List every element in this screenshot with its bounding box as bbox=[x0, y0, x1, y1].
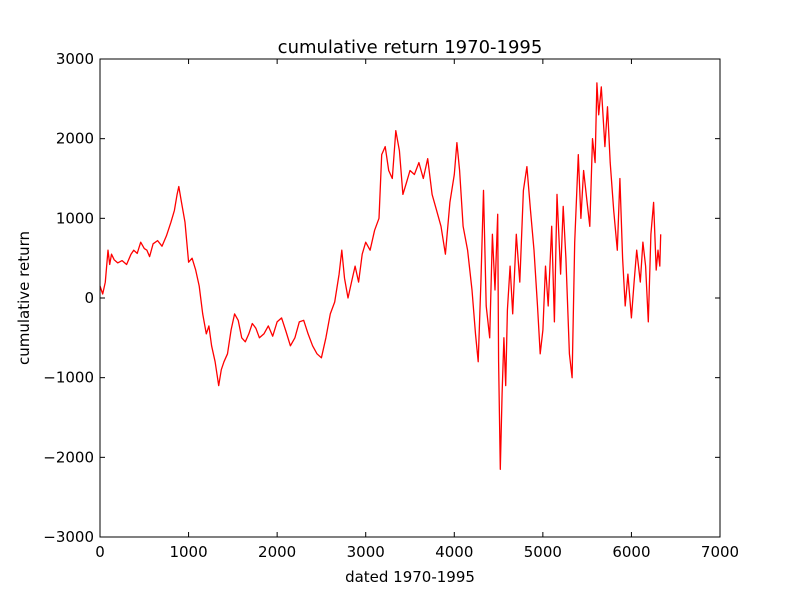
x-tick-label: 3000 bbox=[347, 543, 385, 561]
x-tick-label: 0 bbox=[95, 543, 105, 561]
chart-title: cumulative return 1970-1995 bbox=[278, 37, 543, 58]
y-tick-label: −3000 bbox=[43, 528, 94, 546]
x-tick-label: 1000 bbox=[169, 543, 207, 561]
x-axis-label: dated 1970-1995 bbox=[345, 568, 475, 586]
y-axis: −3000 −2000 −1000 0 1000 2000 3000 bbox=[43, 50, 720, 546]
y-tick-label: 0 bbox=[84, 289, 94, 307]
x-axis: 0 1000 2000 3000 4000 5000 6000 7000 bbox=[95, 59, 739, 561]
x-tick-label: 7000 bbox=[701, 543, 739, 561]
y-tick-label: −1000 bbox=[43, 369, 94, 387]
x-tick-label: 2000 bbox=[258, 543, 296, 561]
y-tick-label: −2000 bbox=[43, 448, 94, 466]
y-tick-label: 1000 bbox=[56, 209, 94, 227]
y-tick-label: 2000 bbox=[56, 130, 94, 148]
y-tick-label: 3000 bbox=[56, 50, 94, 68]
y-axis-label: cumulative return bbox=[15, 231, 33, 365]
x-tick-label: 5000 bbox=[524, 543, 562, 561]
series-layer bbox=[99, 82, 662, 470]
series-line-0 bbox=[99, 82, 662, 470]
x-tick-label: 4000 bbox=[435, 543, 473, 561]
x-tick-label: 6000 bbox=[612, 543, 650, 561]
